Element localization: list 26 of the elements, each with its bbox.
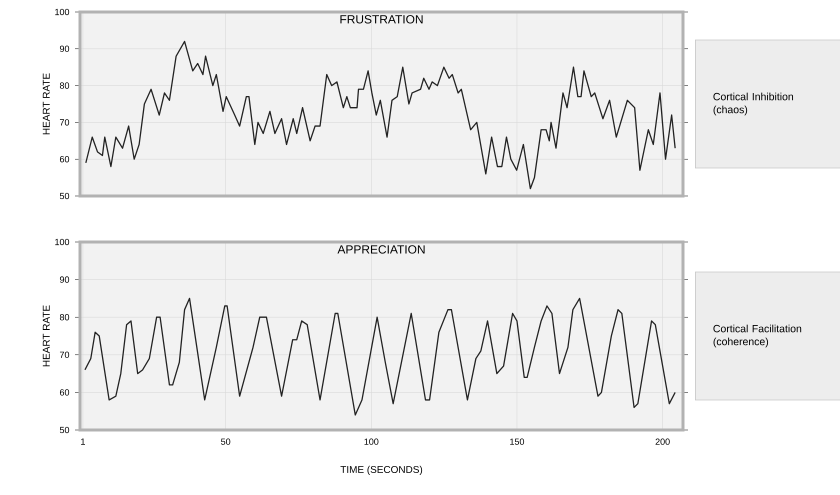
x-tick-label: 100 (364, 438, 378, 445)
y-tick-label: 60 (60, 156, 70, 162)
y-axis-title: HEART RATE (42, 305, 50, 366)
x-tick-label: 150 (510, 438, 524, 445)
y-tick-label: 90 (60, 276, 70, 283)
x-tick-label: 1 (81, 438, 85, 445)
x-tick-label: 200 (656, 438, 670, 445)
y-tick-label: 80 (60, 314, 70, 320)
y-tick-label: 50 (60, 192, 70, 200)
y-tick-label: 80 (60, 82, 70, 89)
text: Cortical Facilitation (coherence) (713, 324, 802, 348)
line-series (85, 40, 676, 190)
y-axis-title: HEART RATE (42, 73, 50, 134)
y-tick-label: 70 (60, 119, 70, 126)
x-tick-label: 50 (221, 438, 230, 445)
chart-title: APPRECIATION (337, 245, 425, 254)
text: Cortical Inhibition (chaos) (713, 92, 794, 116)
y-tick-label: 100 (55, 238, 70, 246)
y-tick-label: 50 (60, 426, 70, 434)
y-tick-label: 90 (60, 46, 70, 52)
chart-title: FRUSTRATION (340, 15, 423, 24)
y-tick-label: 70 (60, 352, 70, 358)
y-tick-label: 100 (55, 8, 70, 16)
x-axis-title: TIME (SECONDS) (340, 466, 422, 475)
y-tick-label: 60 (60, 389, 70, 396)
line-series (84, 298, 676, 416)
